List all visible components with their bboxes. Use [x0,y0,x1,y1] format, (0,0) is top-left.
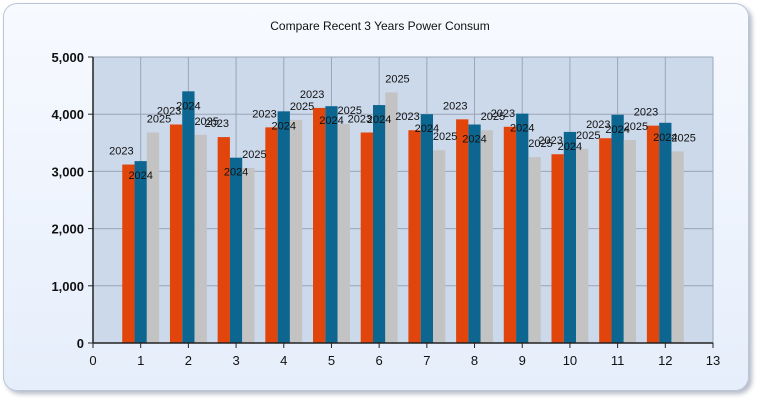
data-label: 2025 [242,149,266,161]
data-label: 2025 [194,116,218,128]
data-label: 2023 [109,146,133,158]
bar-2024 [420,114,433,343]
bar-2023 [456,119,469,344]
x-tick-label: 3 [232,353,239,368]
bar-2025 [146,132,160,343]
data-label: 2025 [528,138,552,150]
data-label: 2025 [290,101,314,113]
x-tick-label: 13 [706,353,720,368]
bar-2025 [242,167,255,343]
data-label: 2023 [538,135,562,147]
x-tick-label: 10 [563,353,577,368]
bar-2023 [360,132,374,343]
data-labels: 2023202420252023202420252023202420252023… [109,73,696,182]
bar-2023 [313,107,326,344]
data-label: 2025 [624,121,648,133]
bar-2023 [599,138,612,343]
x-tick-label: 7 [423,353,430,368]
data-label: 2024 [558,141,582,153]
bar-2024 [373,105,386,343]
x-tick-label: 2 [185,353,192,368]
bar-2024 [516,113,529,344]
bar-2023 [265,127,278,343]
bar-2025 [432,150,446,343]
data-label: 2024 [367,114,391,126]
data-label: 2023 [252,108,276,120]
x-tick-label: 12 [658,353,672,368]
data-label: 2024 [462,133,486,145]
bar-2025 [385,92,398,344]
bar-2023 [217,137,230,343]
bar-2023 [169,124,183,343]
x-tick-label: 5 [328,353,335,368]
bar-2024 [563,131,577,343]
bar-2025 [480,130,493,343]
bar-2023 [646,125,660,343]
x-tick-label: 1 [137,353,144,368]
y-tick-label: 3,000 [51,164,84,179]
bar-2023 [122,164,135,343]
bar-2025 [671,151,684,343]
x-tick-label: 4 [280,353,287,368]
bar-2024 [325,106,338,343]
bar-2025 [576,149,589,343]
y-tick-label: 5,000 [51,50,84,65]
y-tick-label: 4,000 [51,107,84,122]
bar-2025 [623,139,637,343]
bar-2024 [659,122,672,343]
data-label: 2025 [338,105,362,117]
bar-2025 [528,157,541,343]
bar-2023 [408,130,421,343]
data-label: 2025 [671,132,695,144]
bar-2024 [182,91,195,343]
bar-2024 [277,111,290,343]
data-label: 2025 [433,131,457,143]
data-label: 2023 [586,119,610,131]
chart-title: Compare Recent 3 Years Power Consum [270,19,490,33]
data-label: 2024 [224,167,248,179]
bar-2024 [611,114,624,343]
data-label: 2024 [319,115,343,127]
data-label: 2025 [147,114,171,126]
data-label: 2023 [157,105,181,117]
data-label: 2024 [415,123,439,135]
bar-2023 [503,126,517,343]
data-label: 2023 [443,100,467,112]
data-label: 2023 [205,118,229,130]
y-tick-label: 2,000 [51,222,84,237]
data-label: 2023 [395,111,419,123]
bar-2024 [468,124,481,343]
data-label: 2023 [300,89,324,101]
data-label: 2023 [491,108,515,120]
data-label: 2025 [385,73,409,85]
data-label: 2023 [348,114,372,126]
data-label: 2024 [272,120,296,132]
y-tick-label: 1,000 [51,279,84,294]
bar-2023 [551,154,564,343]
data-label: 2023 [634,107,658,119]
x-tick-label: 11 [611,353,625,368]
data-label: 2025 [481,111,505,123]
bar-2025 [337,123,350,343]
data-label: 2025 [576,130,600,142]
data-label: 2024 [605,124,629,136]
data-label: 2024 [176,100,200,112]
x-tick-label: 8 [471,353,478,368]
bar-2025 [289,119,303,343]
x-tick-label: 6 [376,353,383,368]
data-label: 2024 [653,132,677,144]
bar-2025 [194,134,207,343]
y-tick-label: 0 [77,336,84,351]
bar-2024 [229,157,243,343]
x-tick-label: 9 [519,353,526,368]
bar-2024 [134,161,147,343]
data-label: 2024 [128,170,152,182]
bars [122,91,684,344]
x-tick-label: 0 [89,353,96,368]
data-label: 2024 [510,123,534,135]
